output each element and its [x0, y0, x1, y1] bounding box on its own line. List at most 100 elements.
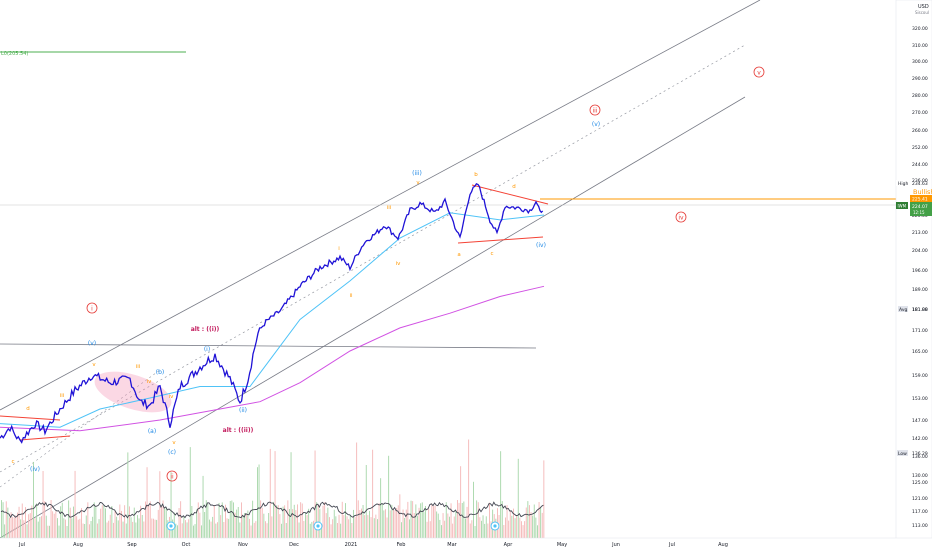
y-tick-label: 181.00 — [912, 307, 928, 313]
event-marker-2[interactable] — [313, 521, 323, 531]
volume-bar — [362, 505, 364, 538]
volume-bar — [517, 458, 519, 538]
volume-bar — [415, 504, 417, 538]
volume-bar — [153, 518, 154, 538]
wave-orange-b: b — [474, 172, 478, 178]
volume-bar — [503, 525, 505, 538]
event-marker-3[interactable] — [490, 521, 500, 531]
old-triangle-lower[interactable] — [19, 435, 71, 441]
volume-bar — [505, 517, 506, 538]
volume-bar — [164, 508, 166, 538]
volume-bar — [516, 516, 518, 538]
svg-text:224.07: 224.07 — [912, 204, 928, 210]
volume-bar — [465, 518, 466, 538]
volume-bar — [81, 508, 82, 538]
volume-bar — [308, 508, 310, 538]
volume-bar — [236, 509, 238, 538]
volume-bar — [194, 524, 196, 538]
volume-bar — [273, 501, 274, 538]
volume-bar — [149, 501, 151, 538]
volume-bar — [340, 523, 342, 538]
volume-bar — [361, 508, 362, 538]
volume-bar — [71, 518, 73, 538]
volume-bar — [156, 519, 158, 538]
y-tick-label: 113.00 — [912, 523, 928, 529]
volume-bar — [5, 501, 7, 538]
volume-bar — [490, 521, 492, 538]
volume-bar — [133, 507, 135, 538]
horizontal-trendline[interactable] — [0, 343, 537, 349]
volume-bar — [13, 517, 15, 538]
fib-level-label: L0(205.54) — [1, 51, 28, 57]
volume-bar — [508, 520, 510, 538]
volume-bar — [4, 524, 6, 538]
volume-bar — [263, 513, 265, 538]
scale-label: Siscoul — [915, 10, 929, 15]
volume-bar — [257, 467, 258, 538]
wave-orange-v: v — [416, 180, 420, 186]
time-axis[interactable] — [0, 538, 896, 550]
old-triangle-upper[interactable] — [0, 415, 61, 421]
svg-text:ii: ii — [170, 474, 174, 481]
event-marker-1[interactable] — [166, 521, 176, 531]
volume-bar — [524, 521, 526, 538]
volume-bar — [329, 517, 330, 538]
volume-bar — [349, 515, 351, 538]
volume-bar — [381, 503, 383, 538]
bullish-tag: Bullish 225.41 — [910, 188, 932, 203]
volume-bar — [420, 503, 422, 538]
volume-bar — [10, 512, 12, 538]
volume-bar — [61, 502, 63, 538]
channel-lower[interactable] — [0, 96, 746, 539]
volume-bar — [484, 523, 486, 538]
volume-bar — [119, 504, 121, 538]
volume-bar — [410, 500, 412, 538]
volume-bar — [105, 508, 106, 538]
wave-blue-v-projection: (v) — [592, 121, 600, 128]
price-axis[interactable] — [895, 0, 932, 539]
volume-bar — [511, 515, 513, 538]
volume-bar — [68, 500, 70, 538]
wave-orange-iv-sep: iv — [147, 379, 153, 385]
volume-bar — [436, 511, 438, 538]
volume-bar — [407, 501, 409, 538]
volume-bar — [404, 518, 406, 538]
volume-bar — [370, 517, 372, 538]
volume-bar — [2, 502, 4, 538]
volume-bar — [28, 514, 30, 538]
volume-bar — [525, 507, 527, 538]
volume-bar — [161, 507, 162, 538]
volume-ma-line — [0, 501, 544, 519]
volume-bar — [154, 519, 156, 538]
volume-bar — [201, 525, 202, 538]
volume-bar — [148, 505, 150, 538]
volume-bar — [529, 505, 530, 538]
volume-bar — [239, 522, 241, 538]
volume-bar — [213, 505, 215, 538]
volume-bar — [301, 503, 303, 538]
volume-bar — [468, 439, 470, 538]
volume-bar — [258, 464, 260, 538]
volume-bar — [121, 510, 122, 538]
volume-bar — [92, 516, 94, 538]
volume-bar — [393, 509, 394, 538]
volume-bar — [445, 502, 447, 538]
triangle-upper[interactable] — [471, 184, 549, 205]
volume-bar — [423, 512, 425, 538]
channel-mid[interactable] — [0, 44, 746, 473]
volume-bar — [26, 524, 28, 538]
svg-text:IWM: IWM — [898, 204, 907, 209]
volume-bar — [532, 515, 534, 538]
volume-bar — [365, 465, 367, 538]
x-tick-label: Jul — [18, 542, 25, 548]
volume-bar — [509, 511, 511, 538]
volume-bar — [476, 500, 478, 538]
volume-bar — [412, 501, 414, 538]
volume-bar — [373, 518, 375, 538]
volume-bar — [489, 502, 490, 538]
wave-orange-iii-early: iii — [60, 393, 65, 399]
volume-bar — [47, 525, 49, 538]
triangle-lower[interactable] — [457, 236, 544, 244]
volume-bar — [530, 512, 532, 538]
